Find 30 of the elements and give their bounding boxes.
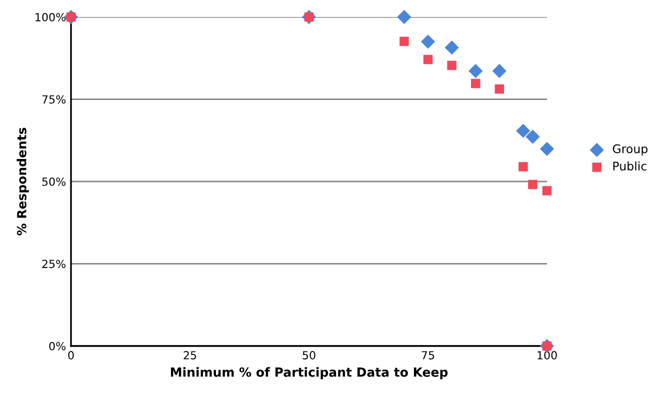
point xyxy=(494,84,504,94)
x-tick-label: 0 xyxy=(68,351,74,360)
point xyxy=(421,34,435,49)
x-tick-label: 100 xyxy=(538,351,557,360)
point xyxy=(518,162,528,172)
point xyxy=(400,36,409,46)
point xyxy=(470,78,480,88)
point xyxy=(526,130,540,144)
y-tick-label: 0% xyxy=(49,342,66,350)
x-tick-label: 25 xyxy=(184,351,196,360)
x-tick-label: 75 xyxy=(422,351,434,360)
y-tick-label: 50% xyxy=(42,177,66,186)
point xyxy=(492,64,506,78)
point xyxy=(468,64,483,78)
point xyxy=(516,124,530,138)
point xyxy=(423,54,433,64)
point xyxy=(542,186,552,196)
point xyxy=(447,60,456,70)
y-tick-label: 100% xyxy=(36,12,66,22)
x-axis-title: Minimum % of Participant Data to Keep xyxy=(170,367,448,380)
x-tick-label: 50 xyxy=(302,351,316,360)
point xyxy=(444,40,459,55)
y-tick-label: 75% xyxy=(42,95,66,104)
legend-label: Group xyxy=(612,144,648,156)
y-axis-title: % Respondents xyxy=(16,128,29,236)
point xyxy=(397,10,412,24)
point xyxy=(528,180,538,190)
point xyxy=(540,142,554,156)
y-tick-label: 25% xyxy=(42,260,66,268)
legend-label: Public xyxy=(613,161,646,171)
